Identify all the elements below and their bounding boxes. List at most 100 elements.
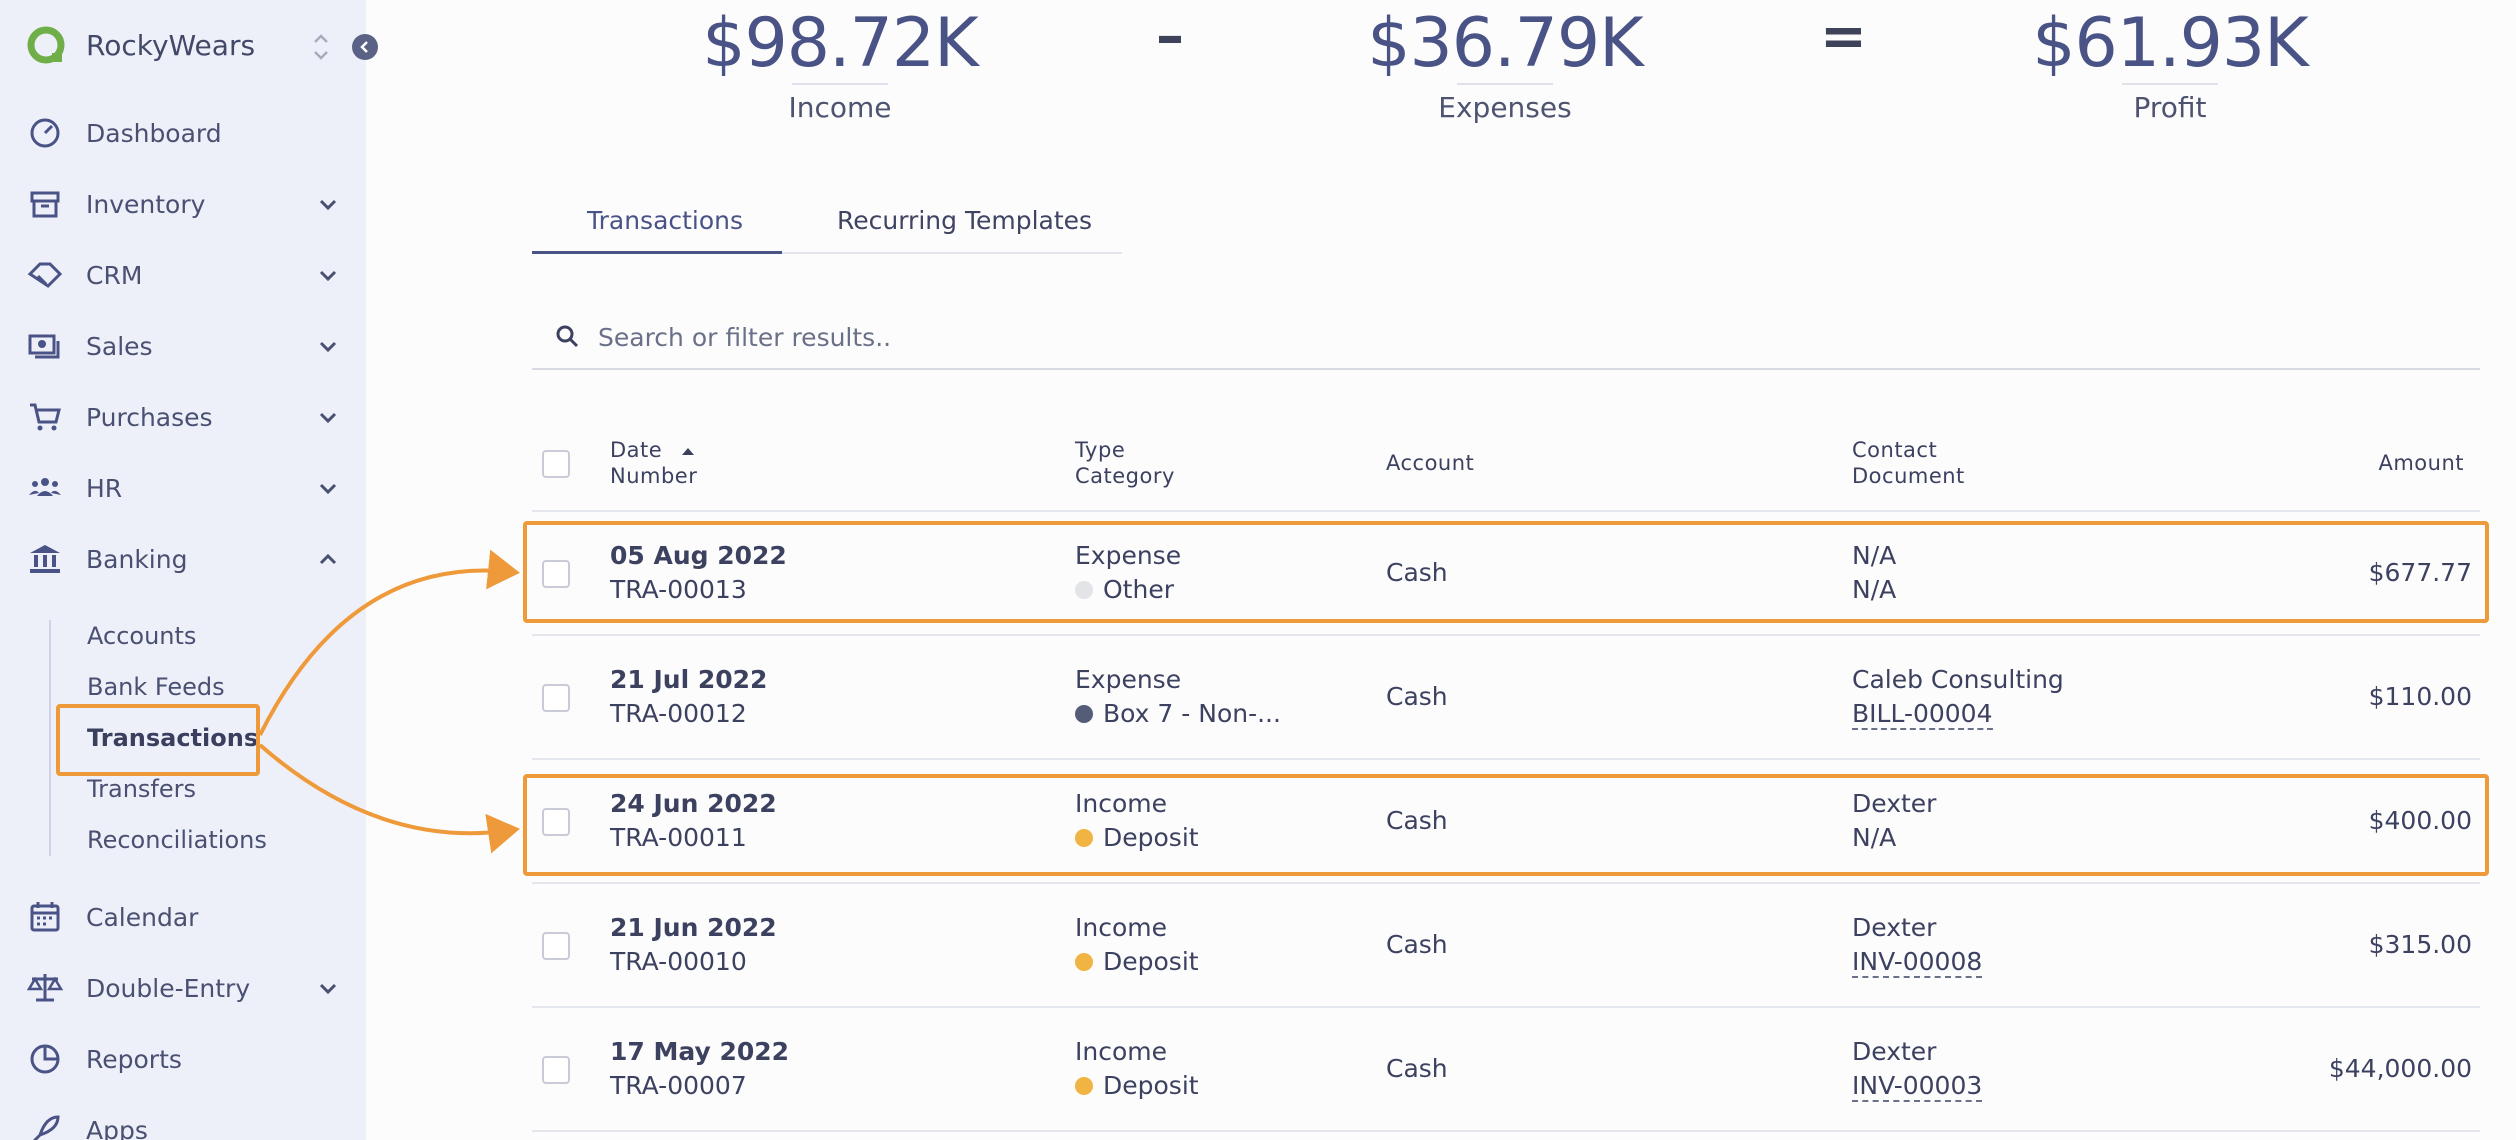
sidebar-item-sales[interactable]: Sales	[26, 318, 344, 374]
row-type: Income	[1075, 789, 1167, 818]
row-amount: $44,000.00	[2328, 1054, 2472, 1083]
header-document[interactable]: Document	[1852, 464, 1965, 488]
chevron-down-icon[interactable]	[316, 263, 340, 287]
row-checkbox[interactable]	[542, 560, 570, 588]
row-account: Cash	[1386, 558, 1448, 587]
chevron-down-icon[interactable]	[316, 334, 340, 358]
gauge-icon	[26, 114, 64, 152]
row-type: Income	[1075, 1037, 1167, 1066]
row-number: TRA-00011	[610, 823, 747, 852]
pie-chart-icon	[26, 1040, 64, 1078]
row-document: N/A	[1852, 575, 1896, 604]
table-row[interactable]: 05 Aug 2022 TRA-00013 Expense Other Cash N/A N…	[532, 512, 2480, 636]
sidebar-item-label: Purchases	[86, 402, 213, 432]
category-color-dot	[1075, 705, 1093, 723]
sidebar-item-double-entry[interactable]: Double-Entry	[26, 960, 344, 1016]
header-number[interactable]: Number	[610, 464, 698, 488]
table-row[interactable]: 17 May 2022 TRA-00007 Income Deposit Cash Dex…	[532, 1008, 2480, 1132]
profit-summary: $61.93K Profit	[2030, 4, 2310, 124]
sidebar-item-label: CRM	[86, 260, 143, 290]
sort-asc-icon	[682, 448, 695, 455]
equals-operator: =	[1820, 4, 1867, 69]
tab-recurring-templates[interactable]: Recurring Templates	[837, 206, 1093, 235]
row-category: Deposit	[1075, 823, 1199, 852]
chevron-left-icon	[360, 41, 368, 53]
header-contact[interactable]: Contact	[1852, 438, 1938, 462]
profit-label: Profit	[2133, 91, 2207, 124]
sidebar-sub-transfers[interactable]: Transfers	[87, 775, 197, 803]
select-all-checkbox[interactable]	[542, 450, 570, 478]
row-document: INV-00008	[1852, 947, 1983, 978]
chevron-up-icon[interactable]	[316, 547, 340, 571]
sidebar-item-apps[interactable]: Apps	[26, 1102, 344, 1140]
row-number: TRA-00013	[610, 575, 747, 604]
collapse-sidebar-button[interactable]	[352, 34, 378, 60]
sidebar-sub-accounts[interactable]: Accounts	[87, 622, 197, 650]
sidebar-sub-transactions[interactable]: Transactions	[87, 724, 259, 752]
sidebar-item-label: Dashboard	[86, 118, 222, 148]
row-amount: $400.00	[2368, 806, 2472, 835]
row-number: TRA-00007	[610, 1071, 747, 1100]
tab-transactions[interactable]: Transactions	[587, 206, 744, 235]
minus-operator: –	[1156, 4, 1184, 69]
row-category: Other	[1075, 575, 1174, 604]
row-checkbox[interactable]	[542, 808, 570, 836]
row-type: Expense	[1075, 541, 1182, 570]
row-category: Box 7 - Non-...	[1075, 699, 1281, 728]
header-amount[interactable]: Amount	[2378, 451, 2464, 475]
sidebar-item-crm[interactable]: CRM	[26, 247, 344, 303]
cart-icon	[26, 398, 64, 436]
header-date-label: Date	[610, 438, 663, 462]
company-name: RockyWears	[86, 28, 256, 62]
table-row[interactable]: 21 Jun 2022 TRA-00010 Income Deposit Cash Dex…	[532, 884, 2480, 1008]
header-date[interactable]: Date	[610, 438, 697, 462]
sidebar-item-label: Calendar	[86, 902, 199, 932]
row-contact: Dexter	[1852, 913, 1937, 942]
header-type[interactable]: Type	[1075, 438, 1126, 462]
row-contact: Dexter	[1852, 789, 1937, 818]
header-account[interactable]: Account	[1386, 451, 1475, 475]
chevron-down-icon[interactable]	[316, 476, 340, 500]
expenses-summary: $36.79K Expenses	[1365, 4, 1645, 124]
row-number: TRA-00010	[610, 947, 747, 976]
sidebar-item-banking[interactable]: Banking	[26, 531, 344, 587]
chevron-down-icon[interactable]	[316, 976, 340, 1000]
archive-box-icon	[26, 185, 64, 223]
document-link[interactable]: BILL-00004	[1852, 699, 1993, 730]
row-checkbox[interactable]	[542, 684, 570, 712]
sidebar-item-label: Double-Entry	[86, 973, 251, 1003]
sidebar-item-label: Sales	[86, 331, 153, 361]
sidebar-item-label: Banking	[86, 544, 188, 574]
chevron-down-icon[interactable]	[316, 405, 340, 429]
row-date: 17 May 2022	[610, 1037, 790, 1066]
row-checkbox[interactable]	[542, 1056, 570, 1084]
row-number: TRA-00012	[610, 699, 747, 728]
document-link[interactable]: INV-00003	[1852, 1071, 1983, 1102]
row-checkbox[interactable]	[542, 932, 570, 960]
table-row[interactable]: 21 Jul 2022 TRA-00012 Expense Box 7 - Non-.…	[532, 636, 2480, 760]
sidebar-item-dashboard[interactable]: Dashboard	[26, 105, 344, 161]
chevron-down-icon[interactable]	[316, 192, 340, 216]
app-logo-icon	[27, 26, 65, 64]
document-link[interactable]: INV-00008	[1852, 947, 1983, 978]
subnav-line	[49, 620, 51, 856]
brand[interactable]: RockyWears	[26, 20, 255, 70]
bank-icon	[26, 540, 64, 578]
sidebar-item-purchases[interactable]: Purchases	[26, 389, 344, 445]
header-category[interactable]: Category	[1075, 464, 1175, 488]
row-account: Cash	[1386, 930, 1448, 959]
row-date: 21 Jul 2022	[610, 665, 768, 694]
row-document: BILL-00004	[1852, 699, 1993, 730]
table-row[interactable]: 24 Jun 2022 TRA-00011 Income Deposit Cash Dex…	[532, 760, 2480, 884]
search-input[interactable]	[598, 322, 2398, 352]
sidebar-item-calendar[interactable]: Calendar	[26, 889, 344, 945]
sidebar-item-hr[interactable]: HR	[26, 460, 344, 516]
calendar-icon	[26, 898, 64, 936]
sidebar-sub-bank-feeds[interactable]: Bank Feeds	[87, 673, 225, 701]
sidebar-item-reports[interactable]: Reports	[26, 1031, 344, 1087]
row-contact: Dexter	[1852, 1037, 1937, 1066]
sidebar-item-inventory[interactable]: Inventory	[26, 176, 344, 232]
company-switch-icon[interactable]	[310, 30, 332, 64]
search-icon	[556, 325, 579, 348]
sidebar-sub-reconciliations[interactable]: Reconciliations	[87, 826, 267, 854]
